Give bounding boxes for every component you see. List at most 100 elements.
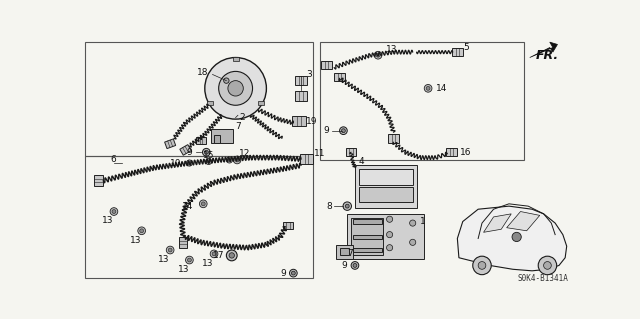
Bar — [351, 218, 383, 255]
Circle shape — [410, 220, 416, 226]
Circle shape — [342, 129, 346, 133]
Circle shape — [387, 232, 393, 238]
Text: 13: 13 — [102, 216, 113, 225]
Circle shape — [112, 210, 116, 213]
Circle shape — [343, 202, 351, 210]
Circle shape — [346, 204, 349, 208]
Text: 7: 7 — [348, 249, 353, 258]
Text: 4: 4 — [359, 157, 364, 166]
Text: 17: 17 — [212, 251, 224, 260]
Circle shape — [538, 256, 557, 275]
Circle shape — [205, 57, 266, 119]
Bar — [258, 101, 264, 105]
Text: 8: 8 — [326, 202, 332, 211]
Polygon shape — [283, 221, 293, 229]
Bar — [355, 165, 417, 208]
Circle shape — [140, 229, 143, 233]
Text: S0K4-B1341A: S0K4-B1341A — [517, 274, 568, 283]
Circle shape — [110, 208, 118, 215]
Circle shape — [219, 71, 253, 105]
Circle shape — [291, 271, 295, 275]
Circle shape — [227, 250, 237, 261]
Text: 2: 2 — [239, 113, 245, 122]
Text: FR.: FR. — [536, 49, 559, 62]
Text: 16: 16 — [460, 148, 472, 157]
Polygon shape — [530, 42, 557, 57]
Bar — [359, 169, 413, 185]
Polygon shape — [292, 116, 306, 126]
Polygon shape — [484, 214, 511, 232]
Text: 18: 18 — [197, 69, 209, 78]
Text: 9: 9 — [324, 126, 330, 135]
Text: 9: 9 — [342, 261, 348, 270]
Circle shape — [210, 250, 218, 258]
Bar — [214, 135, 220, 143]
Circle shape — [234, 156, 241, 164]
Circle shape — [188, 258, 191, 262]
Text: 13: 13 — [177, 265, 189, 274]
Text: 15: 15 — [203, 151, 214, 160]
Circle shape — [387, 216, 393, 222]
Circle shape — [340, 127, 348, 135]
Circle shape — [212, 252, 216, 256]
Circle shape — [387, 245, 393, 251]
Polygon shape — [295, 92, 307, 101]
Bar — [353, 235, 382, 239]
Bar — [359, 187, 413, 202]
Circle shape — [188, 161, 191, 165]
Circle shape — [227, 157, 232, 163]
Bar — [211, 129, 232, 143]
Circle shape — [376, 53, 380, 57]
Text: 11: 11 — [314, 149, 326, 158]
Text: 13: 13 — [386, 45, 397, 54]
Circle shape — [424, 85, 432, 92]
Circle shape — [223, 78, 229, 83]
Circle shape — [410, 239, 416, 245]
Text: 13: 13 — [158, 255, 170, 264]
Circle shape — [202, 148, 210, 156]
Bar — [336, 245, 353, 258]
Circle shape — [229, 253, 234, 258]
Circle shape — [512, 232, 521, 241]
Polygon shape — [196, 137, 205, 144]
Bar — [348, 214, 424, 258]
Circle shape — [478, 262, 486, 269]
Text: 3: 3 — [307, 70, 312, 79]
Polygon shape — [388, 134, 399, 143]
Bar — [353, 219, 382, 224]
Text: 7: 7 — [236, 122, 241, 131]
Circle shape — [200, 200, 207, 208]
Circle shape — [228, 81, 243, 96]
Text: 14: 14 — [182, 202, 193, 211]
Text: 13: 13 — [130, 235, 141, 245]
Polygon shape — [300, 154, 312, 164]
Circle shape — [202, 202, 205, 206]
Circle shape — [168, 248, 172, 252]
Bar — [232, 57, 239, 61]
Circle shape — [186, 256, 193, 264]
Text: 9: 9 — [186, 148, 192, 157]
Text: 10: 10 — [170, 159, 182, 167]
Circle shape — [351, 262, 359, 269]
Polygon shape — [321, 61, 332, 70]
Text: 14: 14 — [436, 84, 447, 93]
Text: 5: 5 — [463, 43, 469, 52]
Polygon shape — [334, 72, 345, 81]
Polygon shape — [179, 237, 187, 248]
Circle shape — [228, 159, 231, 161]
Circle shape — [205, 159, 212, 165]
Text: 9: 9 — [280, 269, 285, 278]
Polygon shape — [295, 76, 307, 85]
Polygon shape — [507, 211, 540, 231]
Polygon shape — [180, 145, 191, 155]
Text: 1: 1 — [420, 217, 426, 226]
Polygon shape — [164, 139, 175, 149]
Polygon shape — [458, 206, 566, 271]
Text: 12: 12 — [239, 149, 251, 158]
Bar — [340, 248, 349, 256]
Polygon shape — [346, 148, 356, 157]
Circle shape — [426, 86, 430, 90]
Circle shape — [138, 227, 145, 235]
Circle shape — [204, 150, 208, 154]
Circle shape — [289, 269, 297, 277]
